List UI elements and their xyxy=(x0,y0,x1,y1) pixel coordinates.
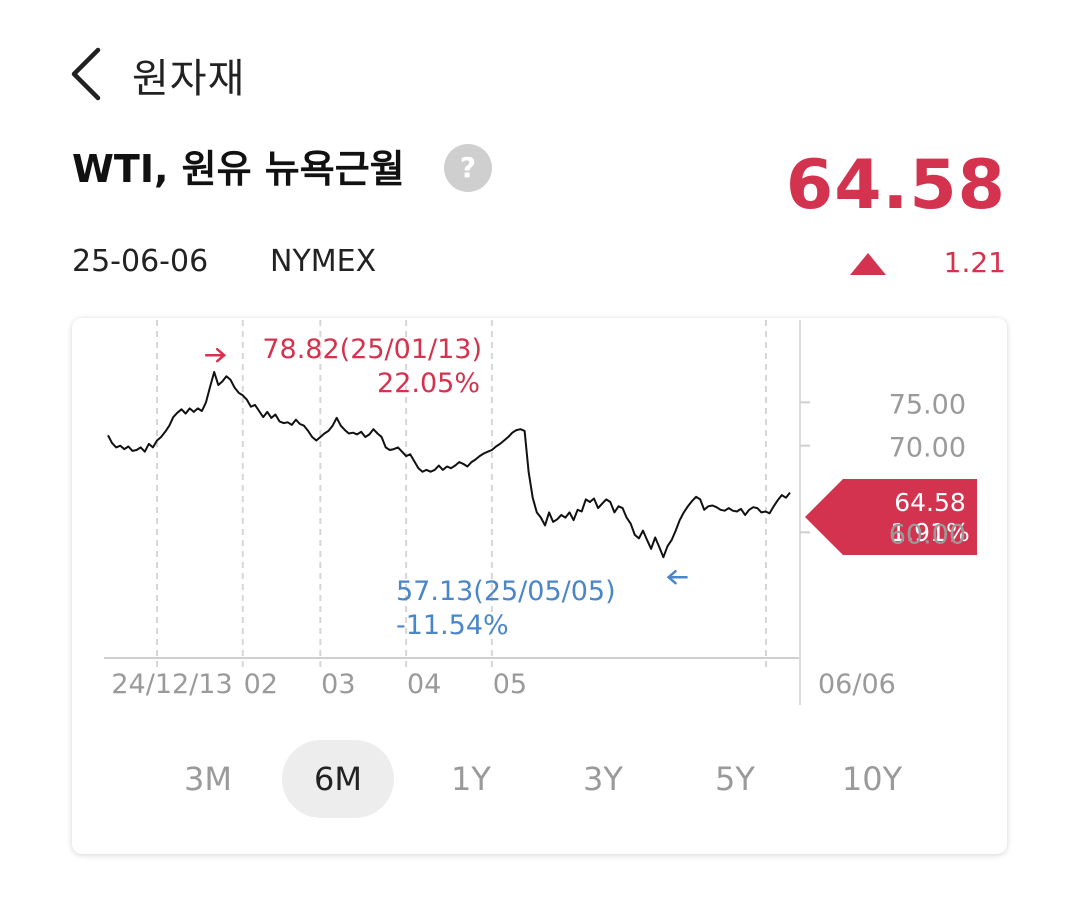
x-tick-label: 03 xyxy=(321,669,355,700)
min-annotation-label: 57.13(25/05/05) xyxy=(396,576,616,607)
y-tick-label: 60.00 xyxy=(889,519,966,550)
y-tick-label: 70.00 xyxy=(889,433,966,464)
current-price: 64.58 xyxy=(785,146,1006,225)
back-arrow-icon[interactable] xyxy=(64,44,114,104)
range-tab-6m[interactable]: 6M xyxy=(282,740,394,818)
last-price-value: 64.58 xyxy=(894,488,966,517)
range-tab-1y[interactable]: 1Y xyxy=(451,760,491,798)
up-triangle-icon xyxy=(850,253,886,275)
quote-date: 25-06-06 xyxy=(72,244,209,279)
page-title: 원자재 xyxy=(132,56,246,102)
range-tab-5y[interactable]: 5Y xyxy=(715,760,755,798)
asset-name: WTI, 원유 뉴욕근월 xyxy=(72,147,405,191)
help-icon[interactable]: ? xyxy=(444,144,492,192)
page-header: 원자재 xyxy=(0,0,1079,140)
max-annotation-label: 78.82(25/01/13) xyxy=(262,334,482,365)
price-change: 1.21 xyxy=(943,246,1006,279)
x-tick-label: 24/12/13 xyxy=(111,669,232,700)
min-arrow-icon xyxy=(666,569,688,585)
chart-card xyxy=(72,318,1007,854)
price-series-line xyxy=(107,371,791,559)
range-tabs: 3M 6M 1Y 3Y 5Y 10Y xyxy=(72,740,1007,818)
x-tick-label: 06/06 xyxy=(818,669,896,700)
last-price-flag xyxy=(805,479,977,555)
min-annotation-pct: -11.54% xyxy=(396,610,509,641)
exchange-name: NYMEX xyxy=(270,244,377,279)
range-tab-10y[interactable]: 10Y xyxy=(841,760,903,798)
x-tick-label: 04 xyxy=(407,669,441,700)
y-tick-label: 75.00 xyxy=(889,389,966,420)
x-tick-label: 05 xyxy=(493,669,527,700)
max-annotation-pct: 22.05% xyxy=(377,368,480,399)
price-chart[interactable]: 78.82(25/01/13)22.05% 57.13(25/05/05)-11.… xyxy=(0,0,1079,720)
max-arrow-icon xyxy=(204,347,227,363)
x-tick-label: 02 xyxy=(244,669,278,700)
range-tab-3m[interactable]: 3M xyxy=(184,760,232,798)
range-tab-3y[interactable]: 3Y xyxy=(583,760,623,798)
last-price-pct: 1.91% xyxy=(890,518,969,547)
